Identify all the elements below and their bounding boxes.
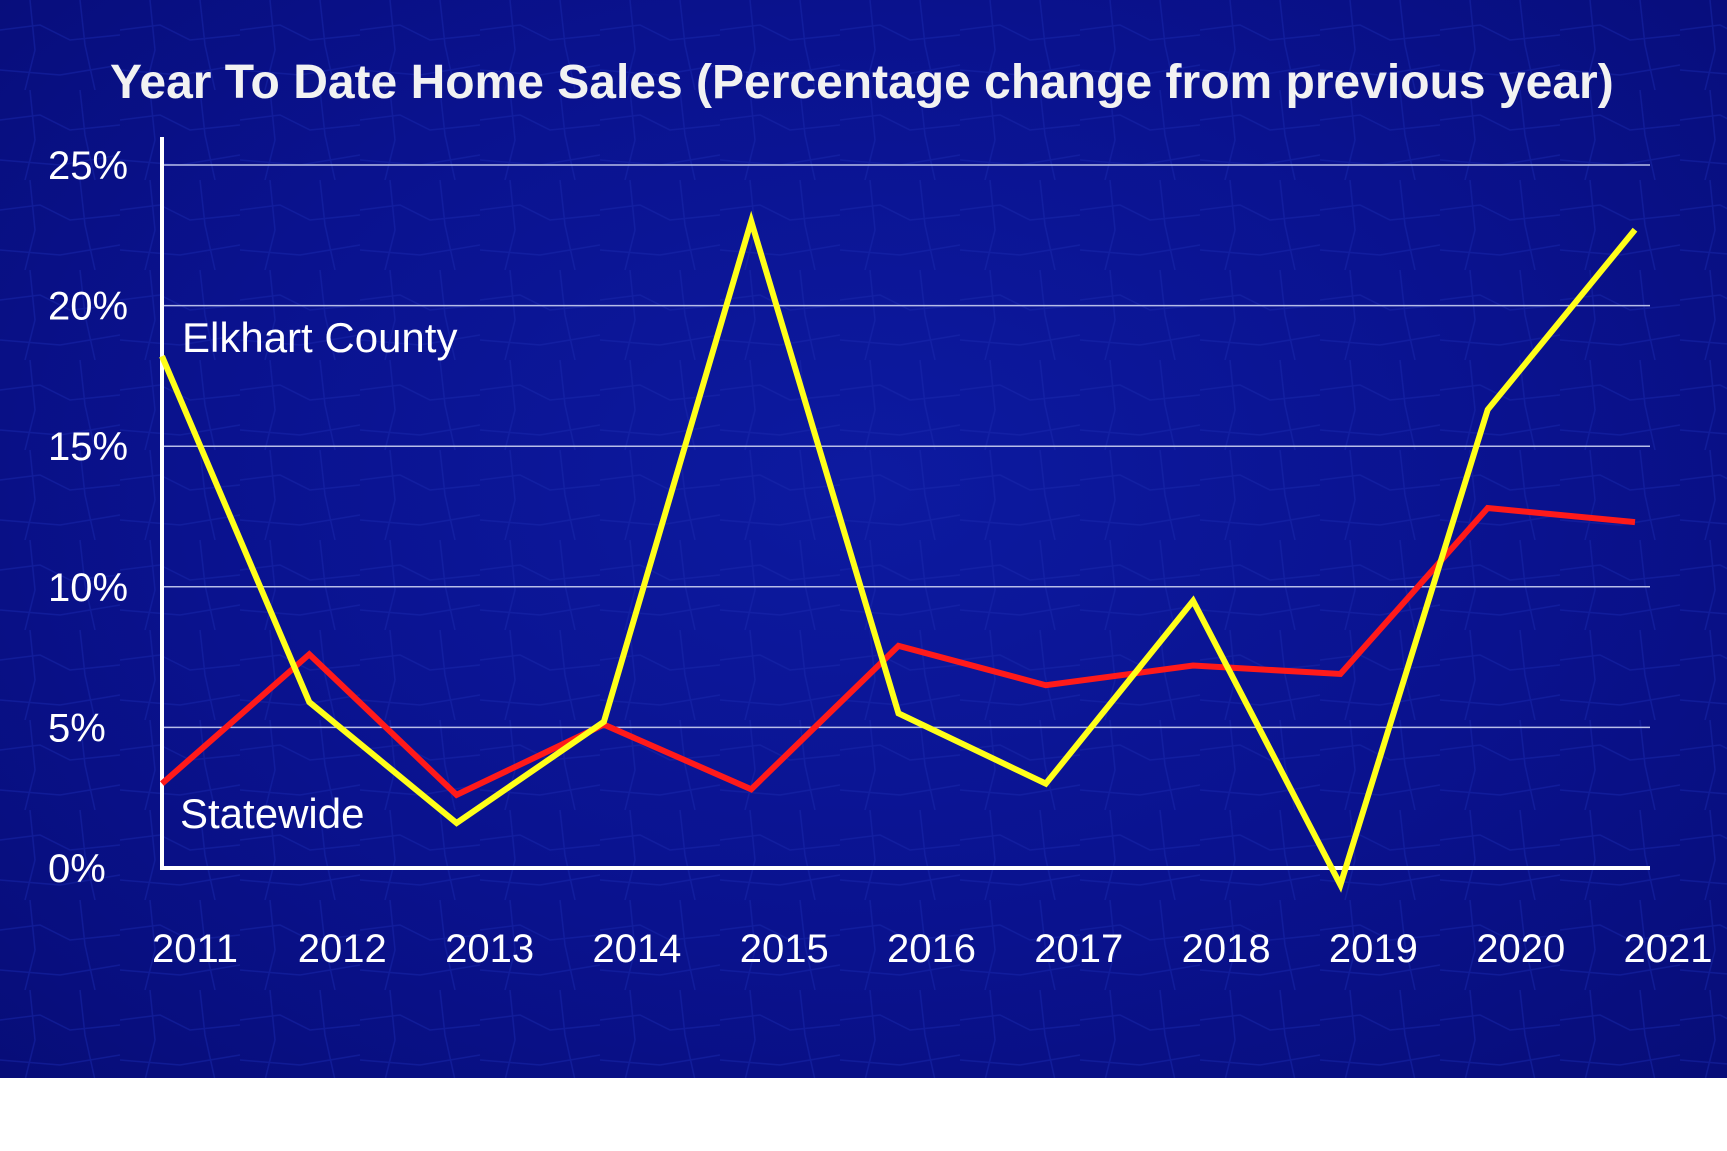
y-tick-label: 25% <box>48 144 128 188</box>
series-labels: Elkhart County Statewide <box>180 314 457 837</box>
x-tick-label: 2017 <box>1034 927 1123 971</box>
series-line-elkhart-county <box>159 210 1638 893</box>
x-tick-label: 2013 <box>445 927 534 971</box>
series-lines <box>159 210 1638 893</box>
x-tick-label: 2019 <box>1329 927 1418 971</box>
series-line-statewide <box>160 504 1636 799</box>
chart-panel: Year To Date Home Sales (Percentage chan… <box>0 0 1727 1078</box>
series-label-elkhart-county: Elkhart County <box>182 314 457 361</box>
x-tick-label: 2020 <box>1476 927 1565 971</box>
x-tick-label: 2012 <box>298 927 387 971</box>
y-tick-label: 15% <box>48 425 128 469</box>
x-tick-label: 2011 <box>152 927 238 971</box>
chart-title: Year To Date Home Sales (Percentage chan… <box>110 56 1614 109</box>
x-tick-label: 2014 <box>592 927 681 971</box>
x-tick-label: 2016 <box>887 927 976 971</box>
x-tick-label: 2018 <box>1182 927 1271 971</box>
line-chart: Year To Date Home Sales (Percentage chan… <box>0 0 1727 1078</box>
y-tick-label: 20% <box>48 285 128 329</box>
y-axis-tick-labels: 0% 5% 10% 15% 20% 25% <box>48 144 128 891</box>
y-tick-label: 5% <box>48 706 106 750</box>
gridlines <box>162 164 1650 729</box>
axes <box>160 137 1650 870</box>
x-tick-label: 2021 <box>1624 927 1713 971</box>
x-axis-tick-labels: 2011 2012 2013 2014 2015 2016 2017 2018 2019 2020… <box>152 927 1713 971</box>
series-label-statewide: Statewide <box>180 790 364 837</box>
x-tick-label: 2015 <box>740 927 829 971</box>
background-texture <box>0 0 1727 1078</box>
y-tick-label: 10% <box>48 566 128 610</box>
y-tick-label: 0% <box>48 847 106 891</box>
